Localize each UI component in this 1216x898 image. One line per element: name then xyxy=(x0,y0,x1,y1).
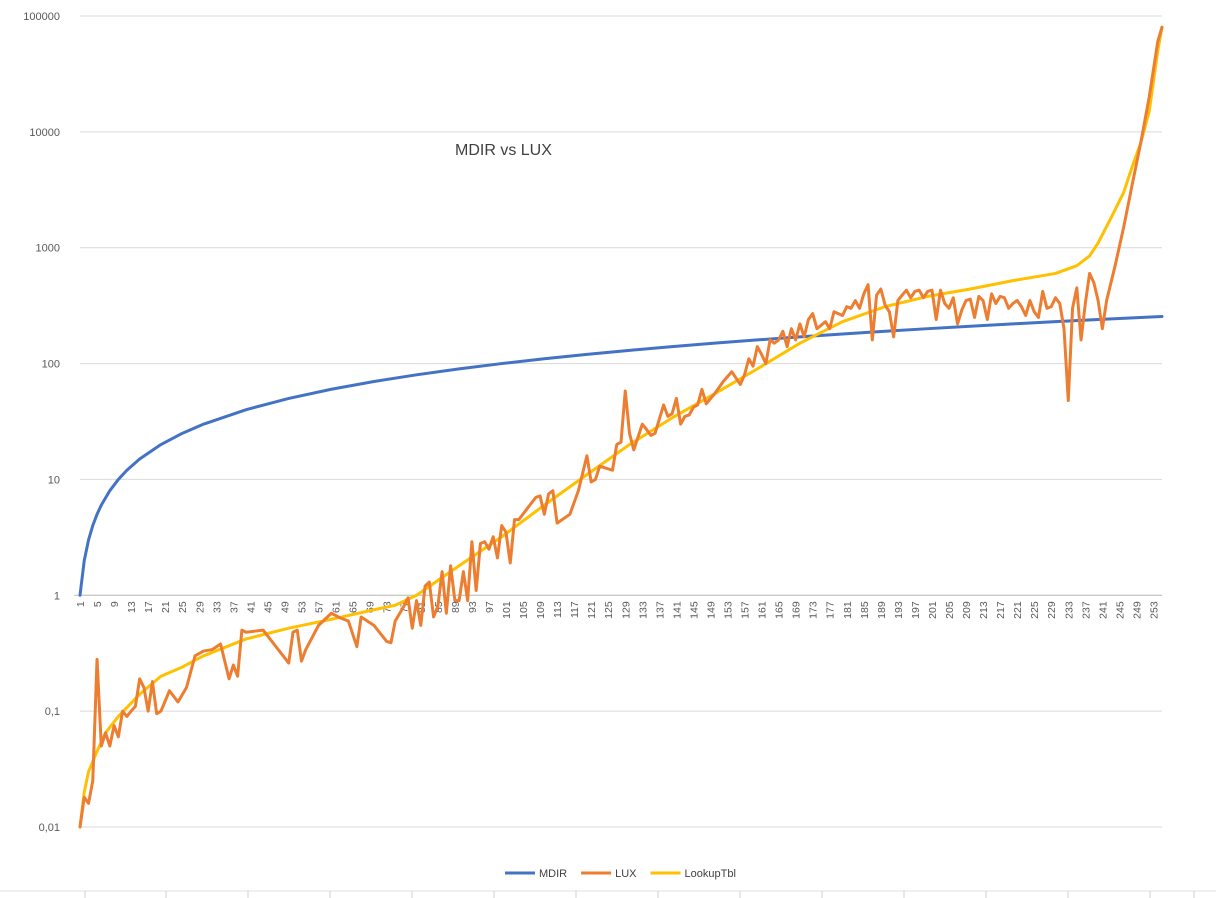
x-tick-label: 53 xyxy=(297,601,309,613)
x-tick-label: 125 xyxy=(603,601,615,619)
y-tick-label: 1000 xyxy=(36,243,60,255)
x-tick-label: 25 xyxy=(177,601,189,613)
x-tick-label: 209 xyxy=(961,601,973,619)
y-axis-tick-labels: 0,01 0,1 1 10 100 1000 10000 100000 xyxy=(23,11,60,834)
x-tick-label: 141 xyxy=(671,601,683,619)
x-tick-label: 197 xyxy=(910,601,922,619)
legend: MDIR LUX LookupTbl xyxy=(505,868,736,880)
chart-title: MDIR vs LUX xyxy=(455,142,552,159)
x-tick-label: 89 xyxy=(450,601,462,613)
legend-label-mdir: MDIR xyxy=(539,868,567,880)
x-tick-label: 145 xyxy=(688,601,700,619)
x-tick-label: 177 xyxy=(825,601,837,619)
x-tick-label: 49 xyxy=(279,601,291,613)
x-tick-label: 113 xyxy=(552,601,564,618)
x-tick-label: 105 xyxy=(518,601,530,619)
gridlines xyxy=(80,15,1162,828)
x-tick-label: 237 xyxy=(1080,601,1092,619)
series-line-lux xyxy=(78,25,1164,829)
x-tick-label: 137 xyxy=(654,601,666,619)
x-tick-label: 225 xyxy=(1029,601,1041,619)
x-tick-label: 221 xyxy=(1012,601,1024,619)
x-tick-label: 5 xyxy=(92,601,104,607)
x-tick-label: 37 xyxy=(228,601,240,613)
x-axis-tick-labels: 1 5 9 13 17 21 25 29 33 37 41 45 49 53 57 61 65 69 73 77 81 8… xyxy=(75,601,1160,619)
y-tick-label: 100000 xyxy=(23,11,60,23)
x-tick-label: 17 xyxy=(143,601,155,613)
x-tick-label: 253 xyxy=(1148,601,1160,619)
x-tick-label: 41 xyxy=(245,601,257,613)
x-tick-label: 133 xyxy=(637,601,649,619)
y-tick-label: 0,01 xyxy=(39,822,60,834)
series-line-mdir xyxy=(78,314,1164,597)
x-tick-label: 29 xyxy=(194,601,206,613)
legend-label-lookuptbl: LookupTbl xyxy=(685,868,736,880)
x-tick-label: 61 xyxy=(331,601,343,613)
y-tick-label: 10 xyxy=(48,474,60,486)
x-tick-label: 193 xyxy=(893,601,905,619)
x-tick-label: 121 xyxy=(586,601,598,619)
x-tick-label: 217 xyxy=(995,601,1007,619)
x-tick-label: 97 xyxy=(484,601,496,613)
x-tick-label: 249 xyxy=(1131,601,1143,619)
x-tick-label: 101 xyxy=(501,601,513,619)
x-tick-label: 205 xyxy=(944,601,956,619)
x-tick-label: 93 xyxy=(467,601,479,613)
x-tick-label: 153 xyxy=(722,601,734,619)
legend-label-lux: LUX xyxy=(615,868,637,880)
x-tick-label: 45 xyxy=(262,601,274,613)
bottom-axis-strip xyxy=(0,890,1216,898)
x-tick-label: 181 xyxy=(842,601,854,619)
x-tick-label: 9 xyxy=(109,601,121,607)
x-tick-label: 233 xyxy=(1063,601,1075,619)
x-tick-label: 57 xyxy=(314,601,326,613)
x-tick-label: 165 xyxy=(774,601,786,619)
x-tick-label: 185 xyxy=(859,601,871,619)
x-tick-label: 1 xyxy=(75,601,87,607)
x-tick-label: 65 xyxy=(348,601,360,613)
series-layer xyxy=(78,25,1164,829)
x-tick-label: 245 xyxy=(1114,601,1126,619)
x-tick-label: 213 xyxy=(978,601,990,619)
x-tick-label: 13 xyxy=(126,601,138,613)
x-tick-label: 109 xyxy=(535,601,547,619)
x-tick-label: 169 xyxy=(791,601,803,619)
x-tick-label: 33 xyxy=(211,601,223,613)
x-tick-label: 241 xyxy=(1097,601,1109,619)
x-tick-label: 69 xyxy=(365,601,377,613)
x-tick-label: 229 xyxy=(1046,601,1058,619)
y-tick-label: 1 xyxy=(54,590,60,602)
x-tick-label: 161 xyxy=(757,601,769,619)
x-tick-label: 21 xyxy=(160,601,172,613)
x-tick-label: 157 xyxy=(740,601,752,619)
y-tick-label: 0,1 xyxy=(45,706,60,718)
x-tick-label: 129 xyxy=(620,601,632,619)
x-tick-label: 149 xyxy=(705,601,717,619)
x-tick-label: 201 xyxy=(927,601,939,619)
x-tick-label: 173 xyxy=(808,601,820,619)
y-tick-label: 10000 xyxy=(29,127,60,139)
x-tick-label: 117 xyxy=(569,601,581,618)
x-tick-label: 189 xyxy=(876,601,888,619)
y-tick-label: 100 xyxy=(42,359,60,371)
